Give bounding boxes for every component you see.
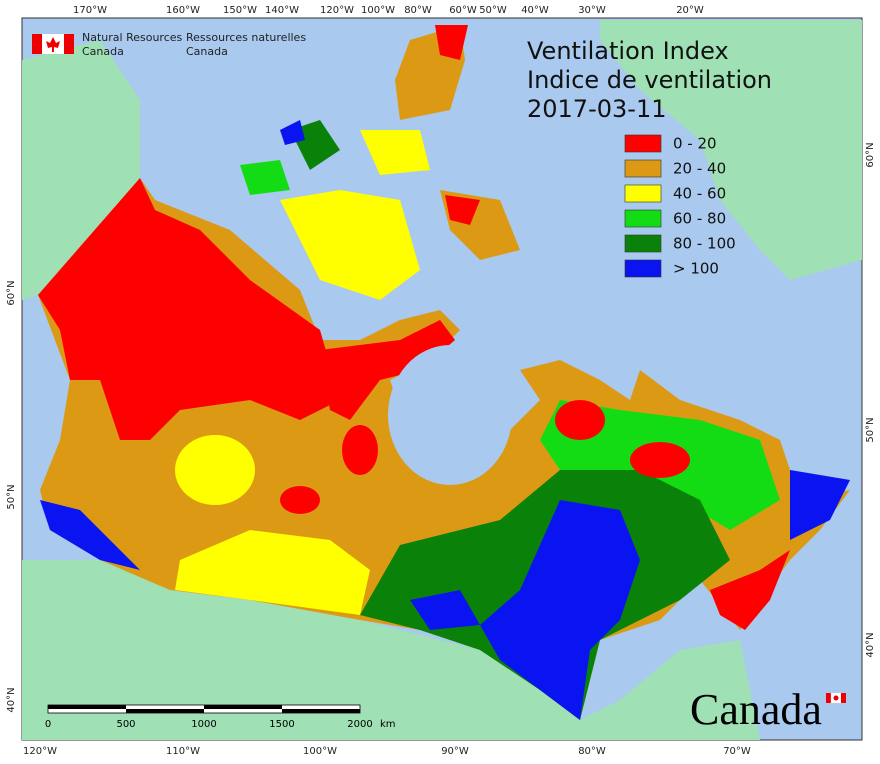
scale-bar-segment <box>204 705 282 709</box>
agency-name: Ressources naturelles <box>186 31 306 44</box>
red-zone-north <box>320 320 455 420</box>
legend-swatch <box>624 209 662 228</box>
red-zone <box>630 442 690 478</box>
legend-swatch <box>624 134 662 153</box>
scale-label: 2000 <box>347 719 372 730</box>
graticule-label: 60°N <box>6 280 17 305</box>
map-title: Ventilation Index <box>527 37 729 65</box>
scale-label: 1000 <box>191 719 216 730</box>
graticule-label: 150°W <box>223 5 257 16</box>
blue-zone-west <box>40 500 140 570</box>
wordmark: Canada <box>690 685 822 734</box>
graticule-label: 30°W <box>578 5 606 16</box>
scale-bar-segment <box>282 709 360 713</box>
red-zone <box>342 425 378 475</box>
scale-bar-segment <box>126 709 204 713</box>
graticule-label: 80°W <box>578 746 606 757</box>
graticule-label: 170°W <box>73 5 107 16</box>
scale-label: 500 <box>116 719 135 730</box>
flag-bar <box>826 693 831 703</box>
agency-name: Canada <box>82 45 124 58</box>
agency-name: Canada <box>186 45 228 58</box>
wordmark-flag <box>826 692 846 704</box>
graticule-label: 40°N <box>865 632 876 657</box>
agency-name: Natural Resources <box>82 31 183 44</box>
flag-bar <box>32 34 42 54</box>
legend-label: 0 - 20 <box>673 135 717 153</box>
map-title: Indice de ventilation <box>527 66 772 94</box>
red-zone <box>435 25 468 60</box>
graticule-label: 160°W <box>166 5 200 16</box>
yellow-zone <box>175 435 255 505</box>
graticule-label: 120°W <box>320 5 354 16</box>
graticule-label: 70°W <box>723 746 751 757</box>
graticule-label: 20°W <box>676 5 704 16</box>
flag-bar <box>841 693 846 703</box>
graticule-label: 100°W <box>361 5 395 16</box>
yellow-zone <box>280 190 420 300</box>
graticule-label: 50°N <box>865 417 876 442</box>
legend-label: 60 - 80 <box>673 210 726 228</box>
graticule-label: 50°N <box>6 484 17 509</box>
agency-flag <box>32 34 74 54</box>
legend-label: 20 - 40 <box>673 160 726 178</box>
blue-zone <box>410 590 480 630</box>
alaska <box>22 40 140 300</box>
legend-swatch <box>624 184 662 203</box>
legend-swatch <box>624 259 662 278</box>
scale-bar <box>47 704 361 714</box>
yellow-zone <box>175 530 370 615</box>
legend-label: 40 - 60 <box>673 185 726 203</box>
arctic-island <box>240 160 290 195</box>
arctic-island <box>360 130 430 175</box>
red-zone <box>555 400 605 440</box>
flag-bar <box>64 34 74 54</box>
base-map <box>22 20 862 740</box>
graticule-label: 120°W <box>23 746 57 757</box>
greenland <box>600 20 862 280</box>
scale-bar-segment <box>48 705 126 709</box>
red-zone <box>280 486 320 514</box>
maple-leaf <box>46 37 60 52</box>
graticule-label: 100°W <box>303 746 337 757</box>
maple-leaf <box>833 695 839 701</box>
red-zone-northwest <box>38 178 340 440</box>
graticule-label: 50°W <box>479 5 507 16</box>
blue-zone <box>480 500 640 720</box>
graticule-label: 40°N <box>6 687 17 712</box>
map-title: 2017-03-11 <box>527 95 666 123</box>
usa <box>22 560 760 740</box>
blue-zone <box>790 470 850 540</box>
graticule-label: 80°W <box>404 5 432 16</box>
scale-unit: km <box>380 719 396 730</box>
legend-swatch <box>624 159 662 178</box>
graticule-label: 60°N <box>865 142 876 167</box>
scale-label: 1500 <box>269 719 294 730</box>
legend-swatch <box>624 234 662 253</box>
scale-label: 0 <box>45 719 51 730</box>
graticule-label: 110°W <box>166 746 200 757</box>
red-zone-east <box>710 550 790 630</box>
hudson-bay <box>388 345 512 485</box>
legend-label: 80 - 100 <box>673 235 736 253</box>
graticule-label: 90°W <box>441 746 469 757</box>
red-zone <box>445 195 480 225</box>
graticule-label: 40°W <box>521 5 549 16</box>
graticule-label: 140°W <box>265 5 299 16</box>
legend-label: > 100 <box>673 260 719 278</box>
arctic-island <box>280 120 305 145</box>
graticule-label: 60°W <box>449 5 477 16</box>
